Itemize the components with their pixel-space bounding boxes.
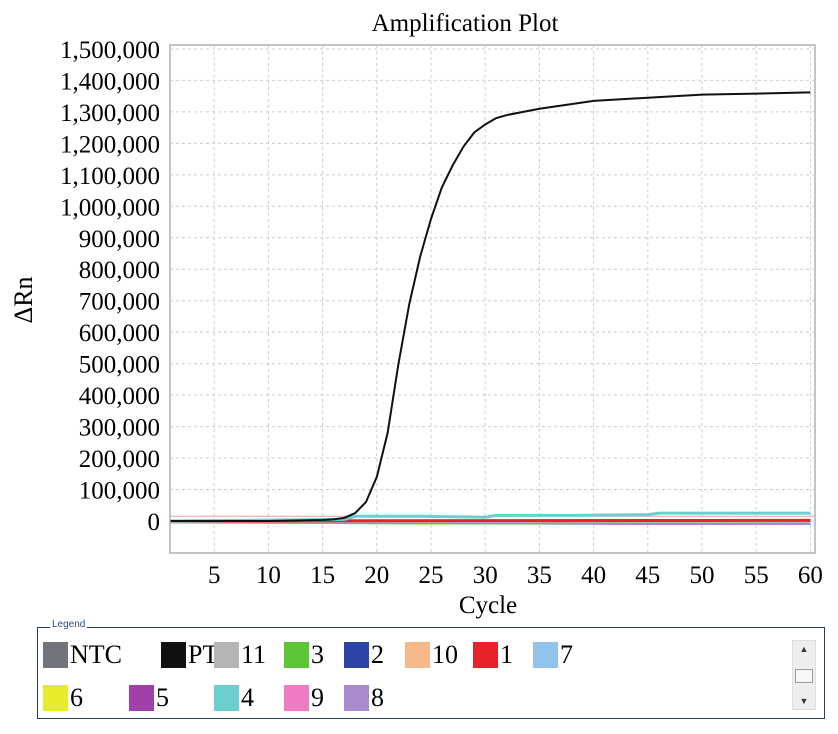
scroll-thumb[interactable]	[795, 669, 813, 683]
chart-title: Amplification Plot	[372, 10, 559, 37]
x-tick-label: 55	[744, 562, 769, 589]
legend-swatch	[214, 642, 239, 668]
y-tick-label: 400,000	[79, 383, 160, 410]
y-tick-label: 1,400,000	[60, 68, 160, 95]
y-tick-label: 100,000	[79, 478, 160, 505]
legend-swatch	[533, 642, 558, 668]
legend-item-4: 4	[214, 683, 254, 713]
y-tick-label: 500,000	[79, 352, 160, 379]
legend-item-7: 7	[533, 640, 573, 670]
legend-label: 6	[70, 683, 83, 712]
x-tick-label: 15	[310, 562, 335, 589]
legend-label: 7	[560, 640, 573, 669]
legend-swatch	[43, 642, 68, 668]
y-tick-label: 1,500,000	[60, 37, 160, 64]
legend-label: NTC	[70, 640, 122, 669]
legend-title: Legend	[50, 619, 88, 630]
legend-label: 8	[371, 683, 384, 712]
y-tick-label: 700,000	[79, 289, 160, 316]
scroll-up-button[interactable]: ▲	[799, 644, 809, 654]
series-line-4	[170, 511, 811, 523]
legend-swatch	[473, 642, 498, 668]
x-tick-label: 45	[635, 562, 660, 589]
series-line-PTC	[170, 91, 811, 522]
x-tick-label: 25	[419, 562, 444, 589]
legend-item-2: 2	[344, 640, 384, 670]
plot-area	[169, 44, 816, 554]
y-tick-label: 0	[148, 509, 161, 536]
x-tick-label: 50	[690, 562, 715, 589]
legend-item-1: 1	[473, 640, 513, 670]
amplification-chart: 5 10 15 20 25 30 35 40 45 50 55 60 0 100,000 200,000 30…	[9, 10, 823, 619]
legend-label: 9	[311, 683, 324, 712]
legend-item-10: 10	[405, 640, 458, 670]
y-tick-label: 200,000	[79, 446, 160, 473]
y-tick-label: 1,200,000	[60, 131, 160, 158]
y-tick-label: 1,000,000	[60, 194, 160, 221]
x-tick-label: 35	[527, 562, 552, 589]
legend-item-6: 6	[43, 683, 83, 713]
y-tick-label: 1,300,000	[60, 100, 160, 127]
y-tick-label: 1,100,000	[60, 163, 160, 190]
legend-swatch	[284, 642, 309, 668]
x-tick-label: 30	[473, 562, 498, 589]
x-axis-label: Cycle	[459, 592, 517, 619]
y-tick-label: 900,000	[79, 226, 160, 253]
x-tick-label: 5	[208, 562, 221, 589]
legend-item-8: 8	[344, 683, 384, 713]
legend-label: 2	[371, 640, 384, 669]
legend-label: 5	[156, 683, 169, 712]
legend-label: 11	[241, 640, 267, 669]
legend-swatch	[344, 642, 369, 668]
legend-swatch	[344, 685, 369, 711]
y-axis-label: ΔRn	[9, 276, 38, 323]
legend-swatch	[161, 642, 186, 668]
x-tick-label: 20	[364, 562, 389, 589]
legend-swatch	[43, 685, 68, 711]
y-tick-label: 800,000	[79, 257, 160, 284]
legend-swatch	[129, 685, 154, 711]
x-tick-label: 60	[798, 562, 823, 589]
legend-item-NTC: NTC	[43, 640, 122, 670]
legend-label: 10	[432, 640, 458, 669]
y-tick-label: 300,000	[79, 415, 160, 442]
x-tick-label: 10	[256, 562, 281, 589]
y-tick-label: 600,000	[79, 320, 160, 347]
x-tick-label: 40	[581, 562, 606, 589]
legend-label: 1	[500, 640, 513, 669]
legend-item-5: 5	[129, 683, 169, 713]
legend-item-11: 11	[214, 640, 266, 670]
legend-label: 3	[311, 640, 324, 669]
legend-label: 4	[241, 683, 254, 712]
legend-swatch	[284, 685, 309, 711]
legend-swatch	[405, 642, 430, 668]
scroll-down-button[interactable]: ▼	[799, 696, 809, 706]
legend-item-9: 9	[284, 683, 324, 713]
legend-scrollbar[interactable]: ▲ ▼	[792, 640, 816, 710]
legend-swatch	[214, 685, 239, 711]
legend-box: Legend ▲ ▼ NTC PTC 11 3 2 10 1 7 6 5 4 9 8	[37, 619, 825, 719]
legend-item-3: 3	[284, 640, 324, 670]
